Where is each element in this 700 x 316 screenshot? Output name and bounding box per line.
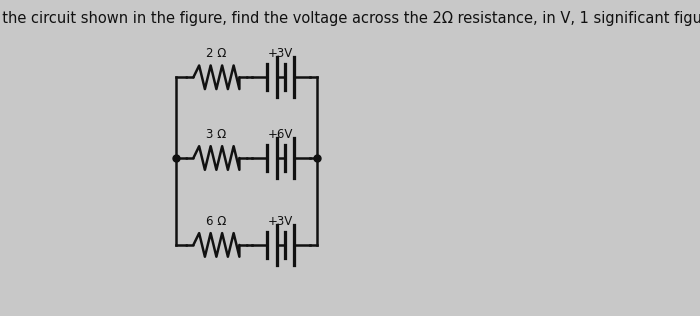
Text: 2 Ω: 2 Ω bbox=[206, 47, 227, 60]
Text: In the circuit shown in the figure, find the voltage across the 2Ω resistance, i: In the circuit shown in the figure, find… bbox=[0, 10, 700, 26]
Text: +3V: +3V bbox=[268, 215, 293, 228]
Text: +6V: +6V bbox=[268, 128, 293, 141]
Text: 6 Ω: 6 Ω bbox=[206, 215, 227, 228]
Text: +3V: +3V bbox=[268, 47, 293, 60]
Text: 3 Ω: 3 Ω bbox=[206, 128, 227, 141]
